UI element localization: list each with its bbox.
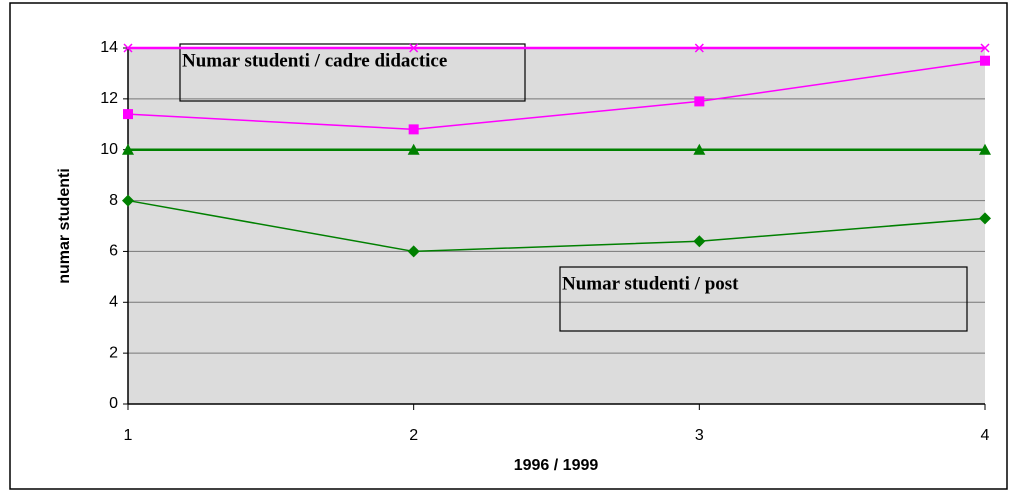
y-tick-label: 4 bbox=[109, 294, 118, 311]
marker bbox=[408, 124, 419, 135]
marker bbox=[409, 43, 419, 53]
series-line bbox=[127, 59, 986, 131]
marker bbox=[979, 143, 991, 155]
x-tick-label: 2 bbox=[409, 427, 418, 444]
annotation-box bbox=[179, 43, 526, 102]
x-tick-label: 3 bbox=[695, 427, 704, 444]
y-tick-label: 6 bbox=[109, 243, 118, 260]
y-tick-label: 14 bbox=[100, 39, 118, 56]
y-tick-label: 12 bbox=[100, 90, 118, 107]
marker bbox=[694, 96, 705, 107]
annotation-box bbox=[559, 266, 968, 332]
x-tick-label: 1 bbox=[124, 427, 133, 444]
annotation: Numar studenti / cadre didactice bbox=[182, 50, 447, 71]
marker bbox=[980, 55, 990, 66]
marker bbox=[694, 43, 704, 53]
series-line bbox=[127, 199, 986, 253]
x-tick-label: 4 bbox=[981, 427, 990, 444]
y-tick-label: 2 bbox=[109, 344, 118, 361]
marker bbox=[122, 143, 134, 155]
marker bbox=[123, 109, 133, 120]
y-tick-label: 0 bbox=[109, 395, 118, 412]
marker bbox=[979, 212, 991, 225]
marker bbox=[407, 245, 420, 258]
y-tick-label: 8 bbox=[109, 192, 118, 209]
marker bbox=[693, 235, 706, 248]
x-axis-label: 1996 / 1999 bbox=[514, 457, 599, 474]
marker bbox=[123, 43, 133, 53]
annotation: Numar studenti / post bbox=[562, 273, 739, 294]
marker bbox=[693, 143, 706, 155]
marker bbox=[122, 194, 134, 207]
marker bbox=[407, 143, 420, 155]
marker bbox=[980, 43, 990, 53]
y-tick-label: 10 bbox=[100, 141, 118, 158]
y-axis-label: numar studenti bbox=[56, 168, 73, 284]
